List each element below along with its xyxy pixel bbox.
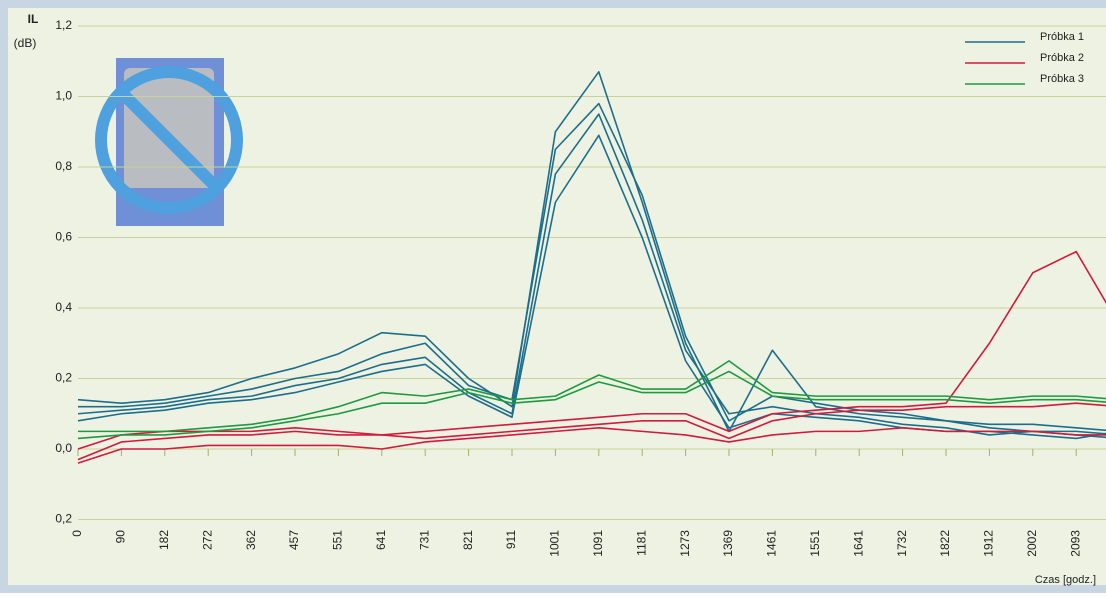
- series-line: [77, 402, 1106, 461]
- y-label-unit: (dB): [14, 36, 37, 50]
- x-tick-label: 1822: [938, 530, 952, 557]
- y-tick-label: 1,0: [55, 89, 72, 103]
- x-tick-label: 457: [287, 530, 301, 550]
- x-tick-label: 0: [70, 530, 84, 537]
- series-line: [77, 113, 1106, 439]
- y-tick-label: 1,2: [55, 18, 72, 32]
- series-line: [78, 102, 1106, 435]
- y-label-top: IL: [28, 12, 39, 26]
- series-line: [77, 370, 1106, 440]
- x-label: Czas [godz.]: [1035, 574, 1096, 586]
- series-line: [77, 427, 1106, 464]
- x-tick-label: 1001: [548, 530, 562, 557]
- series-line: [78, 360, 1106, 433]
- x-tick-label: 2093: [1068, 530, 1082, 557]
- y-tick-label: 0,8: [55, 159, 72, 173]
- x-tick-label: 641: [374, 530, 388, 550]
- x-tick-label: 1461: [765, 530, 779, 557]
- y-tick-label: 0,2: [55, 512, 72, 526]
- sample-photo: [95, 58, 243, 226]
- x-tick-label: 731: [417, 530, 431, 550]
- y-tick-label: 0,2: [55, 371, 72, 385]
- x-tick-label: 362: [244, 530, 258, 550]
- plot: 0 90 182 272 362 457 551 641 731 821 911 1001 1091 11…: [70, 71, 1106, 557]
- series-line: [77, 250, 1106, 450]
- y-tick-label: 0,6: [55, 230, 72, 244]
- legend-label: Próbka 1: [1040, 31, 1084, 43]
- x-tick-label: 551: [331, 530, 345, 550]
- y-tick-label: 0,4: [55, 300, 72, 314]
- x-tick-label: 182: [157, 530, 171, 550]
- x-tick-label: 272: [200, 530, 214, 550]
- x-tick-label: 821: [461, 530, 475, 550]
- legend-label: Próbka 2: [1040, 52, 1084, 64]
- x-tick-label: 911: [504, 530, 518, 549]
- legend-label: Próbka 3: [1040, 73, 1084, 85]
- x-tick-label: 1181: [634, 530, 648, 556]
- x-tick-label: 1369: [721, 530, 735, 557]
- x-tick-label: 2002: [1025, 530, 1039, 557]
- x-tick-label: 1273: [678, 530, 692, 557]
- x-tick-label: 1732: [895, 530, 909, 557]
- x-tick-label: 1641: [851, 530, 865, 557]
- x-tick-label: 1551: [808, 530, 822, 557]
- y-tick-label: 0,0: [55, 441, 72, 455]
- x-tick-label: 1091: [591, 530, 605, 557]
- x-tick-label: 90: [114, 530, 128, 544]
- x-tick-label: 1912: [982, 530, 996, 557]
